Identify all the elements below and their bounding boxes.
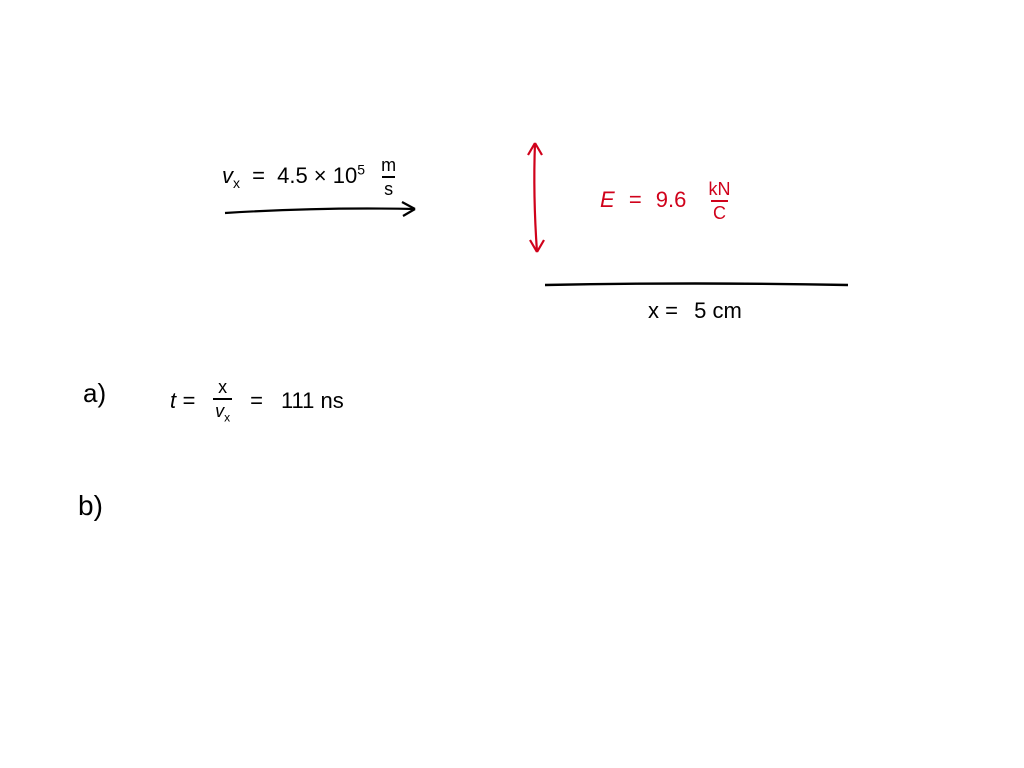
velocity-symbol: v bbox=[222, 163, 233, 188]
x-value: 5 cm bbox=[694, 298, 742, 323]
t-fraction: x vx bbox=[213, 378, 232, 424]
field-unit-num: kN bbox=[707, 180, 733, 200]
t-frac-num: x bbox=[216, 378, 229, 398]
plate-line-icon bbox=[543, 278, 853, 292]
part-a-label: a) bbox=[83, 378, 106, 409]
velocity-subscript: x bbox=[233, 175, 240, 191]
field-expression: E = 9.6 kN C bbox=[600, 180, 733, 222]
part-b-label: b) bbox=[78, 490, 103, 522]
field-arrow-icon bbox=[520, 135, 550, 260]
plate-length-expression: x = 5 cm bbox=[648, 298, 742, 324]
velocity-unit: m s bbox=[379, 156, 398, 198]
t-equals: t = bbox=[170, 388, 195, 414]
field-value: 9.6 bbox=[656, 187, 687, 212]
t-frac-den-sub: x bbox=[224, 411, 230, 425]
t-frac-den: vx bbox=[213, 398, 232, 424]
velocity-arrow-icon bbox=[220, 195, 430, 225]
velocity-exponent: 5 bbox=[357, 161, 365, 177]
x-label: x = bbox=[648, 298, 678, 323]
t-frac-den-sym: v bbox=[215, 401, 224, 421]
velocity-unit-num: m bbox=[379, 156, 398, 176]
equals-sign: = bbox=[629, 187, 642, 212]
field-symbol: E bbox=[600, 187, 615, 212]
field-unit-den: C bbox=[711, 200, 728, 222]
velocity-value: 4.5 × 10 bbox=[277, 163, 357, 188]
part-a-expression: t = x vx = 111 ns bbox=[170, 378, 344, 424]
equals-sign: = bbox=[252, 163, 265, 188]
physics-sketch: vx = 4.5 × 105 m s E = 9.6 kN C x = 5 cm bbox=[0, 0, 1024, 768]
velocity-expression: vx = 4.5 × 105 m s bbox=[222, 156, 398, 198]
t-result: 111 ns bbox=[281, 388, 344, 414]
field-unit: kN C bbox=[707, 180, 733, 222]
equals-sign: = bbox=[250, 388, 263, 414]
